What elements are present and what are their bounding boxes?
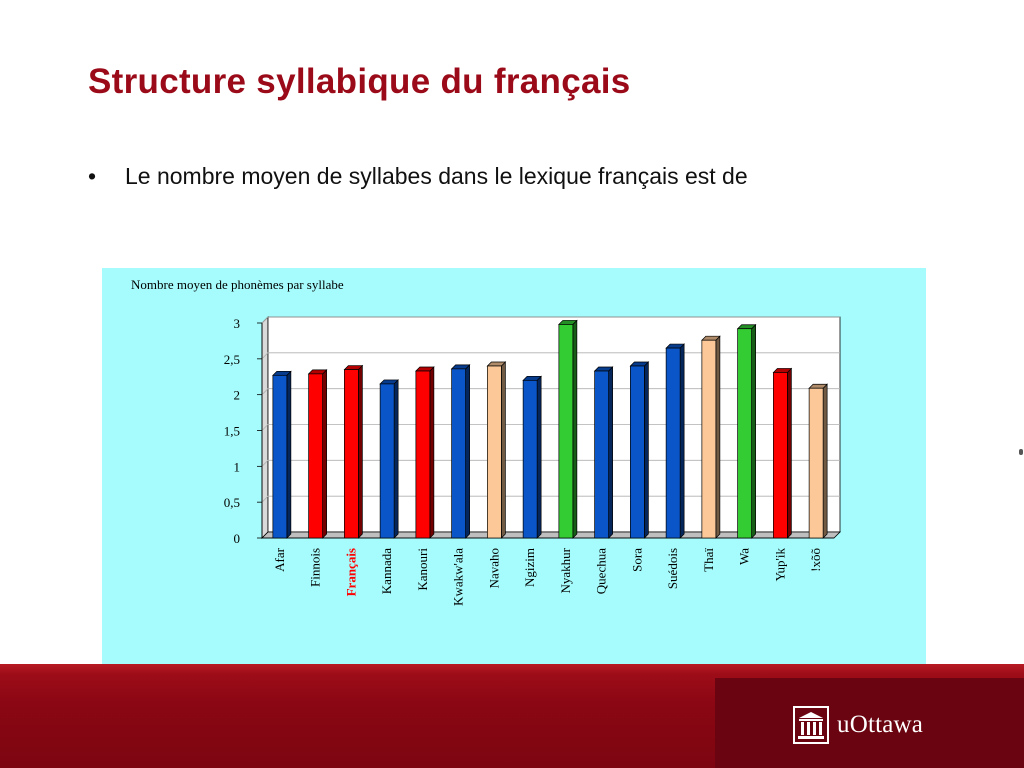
gridline bbox=[261, 388, 840, 395]
x-tick-label: Quechua bbox=[594, 548, 609, 594]
y-tick-label: 0,5 bbox=[224, 495, 240, 510]
gridline bbox=[261, 352, 840, 360]
bar-side bbox=[286, 370, 292, 539]
bar-side bbox=[644, 361, 649, 539]
y-tick-label: 2 bbox=[234, 388, 241, 403]
x-tick-label: !xõõ bbox=[808, 548, 823, 572]
bar-front bbox=[630, 365, 645, 539]
bar-3 bbox=[379, 379, 399, 539]
y-tick-label: 3 bbox=[234, 316, 241, 331]
bar-side bbox=[501, 361, 506, 539]
bar-5 bbox=[450, 364, 471, 539]
bar-side bbox=[322, 369, 327, 539]
y-tick-label: 1 bbox=[234, 459, 241, 474]
bar-front bbox=[665, 347, 681, 539]
chart-panel: Nombre moyen de phonèmes par syllabe 0 0,… bbox=[102, 268, 926, 665]
logo-text: uOttawa bbox=[837, 711, 924, 738]
bar-front bbox=[737, 328, 752, 539]
bar-front bbox=[451, 368, 466, 539]
university-building-icon bbox=[793, 706, 829, 744]
x-tick-label: Navaho bbox=[486, 548, 501, 588]
bar-front bbox=[522, 379, 538, 539]
footer-logo-panel bbox=[715, 678, 1024, 768]
gridline bbox=[261, 495, 840, 503]
bar-1 bbox=[307, 369, 328, 539]
bar-side bbox=[787, 367, 792, 539]
bar-6 bbox=[486, 361, 507, 539]
bar-front bbox=[415, 370, 431, 539]
x-tick-label: Thaï bbox=[701, 548, 716, 572]
x-tick-label: Wa bbox=[737, 548, 752, 565]
bar-side bbox=[536, 375, 542, 539]
bar-4 bbox=[415, 366, 435, 539]
x-tick-label: Kannada bbox=[379, 548, 394, 594]
gridline bbox=[261, 424, 840, 431]
bar-0 bbox=[272, 370, 292, 539]
bar-15 bbox=[808, 383, 828, 539]
x-tick-label: Sora bbox=[629, 548, 644, 572]
bar-front bbox=[808, 387, 824, 539]
bar-front bbox=[272, 374, 288, 539]
x-tick-label: Kwakw'ala bbox=[451, 548, 466, 606]
bar-front bbox=[487, 365, 502, 539]
x-tick-label: Français bbox=[343, 548, 358, 596]
bar-10 bbox=[629, 361, 650, 539]
bar-side bbox=[429, 366, 435, 539]
bar-front bbox=[558, 324, 574, 539]
bar-12 bbox=[701, 335, 721, 539]
bar-front bbox=[379, 383, 395, 539]
bullet-item: • Le nombre moyen de syllabes dans le lex… bbox=[88, 163, 748, 190]
bar-side bbox=[572, 319, 578, 539]
y-tick-label: 1,5 bbox=[224, 424, 240, 439]
university-logo: uOttawa bbox=[793, 705, 923, 745]
bar-side bbox=[393, 379, 399, 539]
bullet-marker: • bbox=[88, 163, 97, 189]
x-tick-label: Ngizim bbox=[522, 548, 537, 587]
bar-2 bbox=[343, 364, 364, 539]
gridline bbox=[261, 316, 840, 324]
bar-8 bbox=[558, 319, 578, 539]
stray-mark bbox=[1019, 449, 1023, 455]
bullet-text: Le nombre moyen de syllabes dans le lexi… bbox=[125, 163, 748, 189]
y-tick-label: 2,5 bbox=[224, 352, 240, 367]
bar-13 bbox=[736, 323, 757, 539]
x-tick-label: Afar bbox=[272, 547, 287, 571]
bar-side bbox=[608, 366, 613, 539]
bar-chart: 0 0,5 1 1,5 2 2,5 3 Afar Finnois Français Kannada K… bbox=[224, 316, 841, 606]
y-tick-label: 0 bbox=[234, 531, 241, 546]
gridline bbox=[261, 459, 840, 467]
bar-side bbox=[715, 335, 721, 539]
x-tick-label: Nyakhur bbox=[558, 547, 573, 593]
chart-title: Nombre moyen de phonèmes par syllabe bbox=[131, 277, 344, 292]
bar-front bbox=[701, 339, 717, 539]
bar-14 bbox=[772, 367, 793, 539]
bar-side bbox=[465, 364, 470, 539]
bar-front bbox=[344, 369, 359, 539]
x-tick-label: Yup'ik bbox=[772, 548, 787, 582]
bar-front bbox=[308, 373, 323, 539]
bar-side bbox=[822, 383, 828, 539]
bar-7 bbox=[522, 375, 542, 539]
bar-side bbox=[358, 364, 363, 539]
slide-title: Structure syllabique du français bbox=[88, 62, 631, 101]
bar-9 bbox=[593, 366, 614, 539]
bar-front bbox=[773, 372, 788, 539]
x-tick-label: Suédois bbox=[665, 548, 680, 589]
x-tick-label: Finnois bbox=[308, 548, 323, 587]
bar-side bbox=[751, 323, 756, 539]
bar-side bbox=[679, 343, 685, 539]
bar-11 bbox=[665, 343, 685, 539]
bar-front bbox=[594, 370, 609, 539]
x-tick-label: Kanouri bbox=[415, 548, 430, 591]
